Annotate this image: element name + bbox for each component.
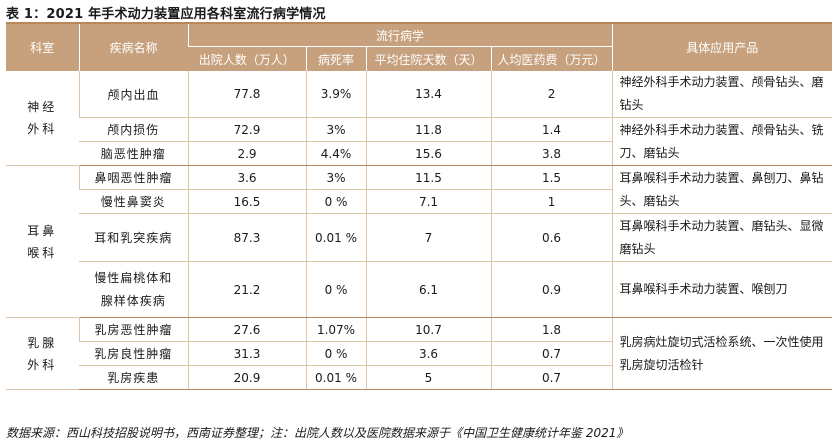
disease-cell: 颅内出血: [78, 71, 188, 118]
avg-cost-cell: 1.8: [490, 317, 613, 342]
avg-cost-cell: 0.6: [490, 213, 613, 262]
table-row: 慢性鼻窦炎 16.5 0 % 7.1 1: [6, 189, 832, 214]
table-row: 耳和乳突疾病 87.3 0.01 % 7 0.6 耳鼻喉科手术动力装置、磨钻头、…: [6, 213, 833, 262]
inpatients-cell: 27.6: [187, 317, 306, 342]
mortality-cell: 3.9%: [305, 71, 366, 118]
inpatients-cell: 72.9: [187, 117, 306, 142]
mortality-cell: 0 %: [305, 261, 366, 318]
avg-days-cell: 13.4: [365, 71, 491, 118]
inpatients-cell: 16.5: [187, 189, 306, 214]
table-row: 耳鼻喉科 鼻咽恶性肿瘤 3.6 3% 11.5 1.5 耳鼻喉科手术动力装置、鼻…: [6, 165, 833, 318]
inpatients-cell: 2.9: [187, 141, 306, 166]
disease-cell: 乳房疾患: [79, 365, 188, 390]
table-row: 乳腺外科 乳房恶性肿瘤 27.6 1.07% 10.7 1.8 乳房病灶旋切式活…: [6, 317, 833, 390]
inpatients-cell: 77.8: [187, 71, 306, 118]
dept-line: 耳鼻喉科: [27, 223, 58, 260]
products-cell: 耳鼻喉科手术动力装置、鼻刨刀、鼻钻头、磨钻头: [611, 165, 833, 214]
avg-cost-cell: 2: [490, 71, 613, 118]
header-products: 具体应用产品: [611, 24, 833, 71]
header-mortality: 病死率: [305, 46, 366, 71]
inpatients-cell: 20.9: [187, 365, 306, 390]
disease-cell: 慢性扁桃体和 腺样体疾病: [79, 261, 188, 318]
table-row: 脑恶性肿瘤 2.9 4.4% 15.6 3.8: [6, 141, 832, 166]
table-row: 颅内损伤 72.9 3% 11.8 1.4 神经外科手术动力装置、颅骨钻头、铣刀…: [6, 117, 833, 166]
avg-cost-cell: 0.7: [490, 365, 613, 390]
disease-cell: 颅内损伤: [79, 117, 188, 142]
avg-days-cell: 10.7: [365, 317, 491, 342]
products-cell: 耳鼻喉科手术动力装置、磨钻头、显微磨钻头: [611, 213, 833, 262]
products-cell: 神经外科手术动力装置、颅骨钻头、铣刀、磨钻头: [611, 117, 833, 166]
disease-cell: 慢性鼻窦炎: [79, 189, 188, 214]
table-row: 慢性扁桃体和 腺样体疾病 21.2 0 % 6.1 0.9 耳鼻喉科手术动力装置…: [6, 261, 833, 318]
dept-line: 乳腺外科: [27, 335, 58, 372]
epidemiology-table: 科室 疾病名称 流行病学 具体应用产品 出院人数（万人） 病死率 平均住院天数（…: [6, 24, 833, 390]
disease-cell: 乳房恶性肿瘤: [78, 317, 188, 342]
inpatients-cell: 3.6: [187, 165, 306, 190]
avg-days-cell: 11.8: [365, 117, 491, 142]
header-epidemiology: 流行病学: [187, 24, 613, 47]
table-row: 乳房良性肿瘤 31.3 0 % 3.6 0.7: [6, 341, 832, 366]
header-avg-days: 平均住院天数（天）: [365, 46, 491, 71]
mortality-cell: 0 %: [305, 341, 366, 366]
table-row: 乳房疾患 20.9 0.01 % 5 0.7: [6, 365, 832, 390]
dept-cell: 神经外科: [6, 71, 79, 166]
mortality-cell: 0 %: [305, 189, 366, 214]
mortality-cell: 4.4%: [305, 141, 366, 166]
dept-line: 神经外科: [27, 100, 58, 136]
dept-cell: 乳腺外科: [6, 317, 79, 390]
avg-cost-cell: 1.4: [490, 117, 613, 142]
products-cell: 神经外科手术动力装置、颅骨钻头、磨钻头: [611, 71, 833, 118]
avg-cost-cell: 1.5: [490, 165, 613, 190]
header-avg-cost: 人均医药费（万元）: [490, 46, 613, 71]
dept-cell: 耳鼻喉科: [6, 165, 79, 318]
avg-cost-cell: 3.8: [490, 141, 613, 166]
inpatients-cell: 21.2: [187, 261, 306, 318]
mortality-cell: 1.07%: [305, 317, 366, 342]
mortality-cell: 3%: [305, 117, 366, 142]
source-note: 数据来源：西山科技招股说明书，西南证券整理；注：出院人数以及医院数据来源于《中国…: [6, 426, 629, 440]
avg-days-cell: 6.1: [365, 261, 491, 318]
avg-cost-cell: 0.9: [490, 261, 613, 318]
table-title: 表 1：2021 年手术动力装置应用各科室流行病学情况: [6, 7, 326, 22]
mortality-cell: 0.01 %: [305, 365, 366, 390]
disease-line: 腺样体疾病: [100, 293, 166, 308]
avg-days-cell: 3.6: [365, 341, 491, 366]
inpatients-cell: 31.3: [187, 341, 306, 366]
header-disease: 疾病名称: [78, 24, 188, 71]
products-cell: 乳房病灶旋切式活检系统、一次性使用乳房旋切活检针: [611, 317, 833, 390]
mortality-cell: 0.01 %: [305, 213, 366, 262]
avg-cost-cell: 0.7: [490, 341, 613, 366]
avg-days-cell: 15.6: [365, 141, 491, 166]
title-divider: [6, 22, 832, 24]
inpatients-cell: 87.3: [187, 213, 306, 262]
avg-days-cell: 7: [365, 213, 491, 262]
avg-days-cell: 7.1: [365, 189, 491, 214]
products-cell: 耳鼻喉科手术动力装置、喉刨刀: [611, 261, 833, 318]
table-row: 神经外科 颅内出血 77.8 3.9% 13.4 2 神经外科手术动力装置、颅骨…: [6, 71, 833, 166]
avg-days-cell: 11.5: [365, 165, 491, 190]
disease-cell: 乳房良性肿瘤: [79, 341, 188, 366]
mortality-cell: 3%: [305, 165, 366, 190]
disease-line: 慢性扁桃体和: [94, 270, 173, 285]
header-inpatients: 出院人数（万人）: [188, 46, 306, 71]
avg-days-cell: 5: [365, 365, 491, 390]
disease-cell: 鼻咽恶性肿瘤: [78, 165, 188, 190]
disease-cell: 脑恶性肿瘤: [79, 141, 188, 166]
header-dept: 科室: [6, 24, 79, 71]
avg-cost-cell: 1: [490, 189, 613, 214]
disease-cell: 耳和乳突疾病: [79, 213, 188, 262]
